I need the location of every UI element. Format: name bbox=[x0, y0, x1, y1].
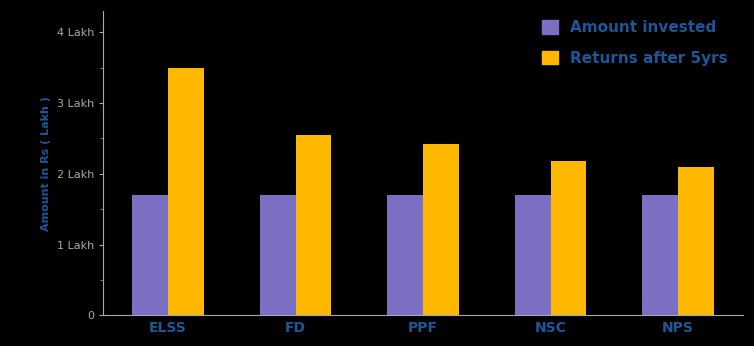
Bar bbox=[678, 167, 714, 315]
Y-axis label: Amount in Rs ( Lakh ): Amount in Rs ( Lakh ) bbox=[41, 96, 51, 231]
Bar bbox=[550, 161, 587, 315]
Bar bbox=[515, 195, 550, 315]
Bar bbox=[168, 68, 204, 315]
Legend: Amount invested, Returns after 5yrs: Amount invested, Returns after 5yrs bbox=[535, 13, 735, 73]
Bar bbox=[260, 195, 296, 315]
Bar bbox=[423, 144, 458, 315]
Bar bbox=[388, 195, 423, 315]
Bar bbox=[132, 195, 168, 315]
Bar bbox=[296, 135, 331, 315]
Bar bbox=[642, 195, 678, 315]
